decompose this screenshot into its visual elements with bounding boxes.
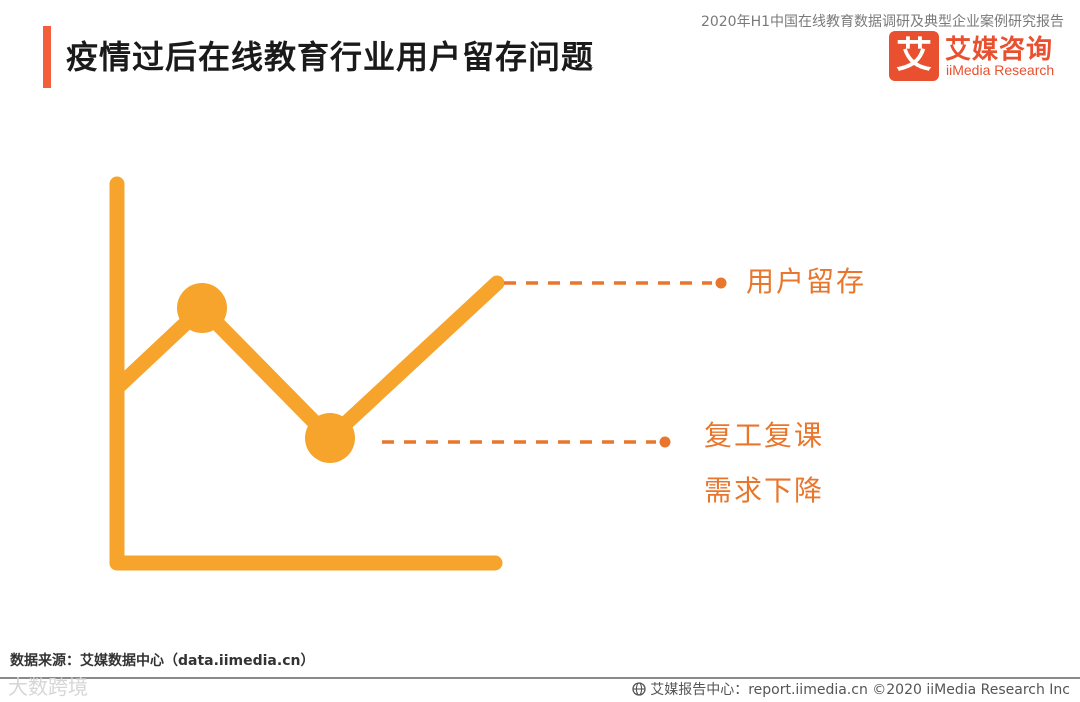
demand-leader-dot — [659, 436, 671, 448]
title-accent-bar — [43, 26, 51, 88]
logo-name-cn: 艾媒咨询 — [945, 35, 1054, 65]
globe-icon — [632, 682, 646, 696]
watermark: 大数跨境 — [8, 675, 88, 699]
page-title: 疫情过后在线教育行业用户留存问题 — [66, 38, 595, 76]
data-source: 数据来源：艾媒数据中心（data.iimedia.cn） — [10, 653, 315, 669]
logo-name-en: iiMedia Research — [946, 62, 1055, 78]
footer-divider — [0, 677, 1080, 679]
demand-label-line1: 复工复课 — [704, 419, 825, 452]
retention-leader-dot — [715, 277, 727, 289]
trend-line — [112, 275, 505, 446]
logo-mark-icon: 艾 — [889, 31, 939, 81]
retention-label: 用户留存 — [746, 265, 867, 298]
trough-node — [305, 413, 355, 463]
iimedia-logo: 艾 艾媒咨询 iiMedia Research — [889, 31, 1067, 83]
peak-node — [177, 283, 227, 333]
demand-label-line2: 需求下降 — [704, 474, 825, 507]
footer-report-site: 艾媒报告中心：report.iimedia.cn ©2020 iiMedia R… — [632, 679, 1070, 699]
footer-report-site-text: 艾媒报告中心：report.iimedia.cn ©2020 iiMedia R… — [650, 682, 1070, 698]
report-title: 2020年H1中国在线教育数据调研及典型企业案例研究报告 — [700, 14, 1064, 30]
